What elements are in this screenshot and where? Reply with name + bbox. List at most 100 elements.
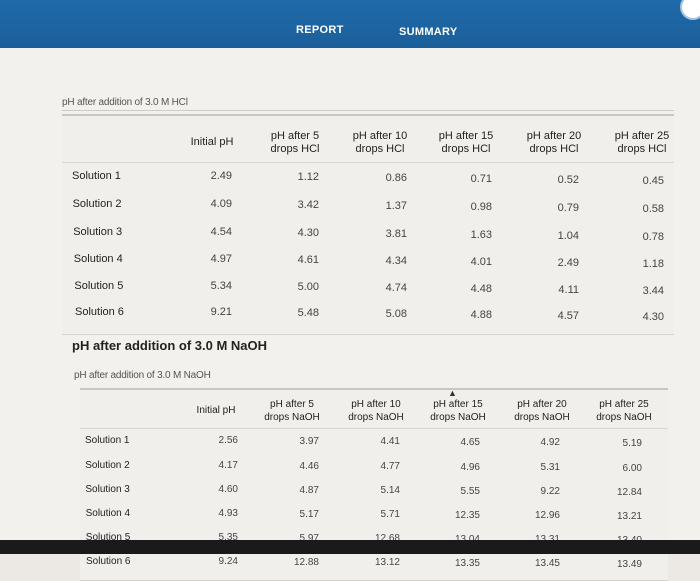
- table-cell: 4.17: [218, 460, 238, 471]
- hcl-table: Initial pH pH after 5 drops HCl pH after 1…: [62, 114, 674, 335]
- table-cell: 0.86: [385, 172, 407, 184]
- table-cell: 2.49: [557, 257, 579, 269]
- table-cell: 5.31: [540, 462, 560, 474]
- table-cell: 4.54: [210, 226, 232, 238]
- table-cell: 4.61: [297, 254, 319, 266]
- table-cell: 4.41: [380, 436, 400, 448]
- table-cell: 4.65: [460, 436, 480, 448]
- table-cell: 4.11: [558, 284, 579, 296]
- table-cell: 1.18: [642, 258, 664, 270]
- table-cell: 5.55: [460, 485, 480, 497]
- column-header: pH after 25 drops HCl: [614, 130, 670, 155]
- row-label: Solution 3: [73, 226, 123, 238]
- hcl-table-caption: pH after addition of 3.0 M HCl: [62, 97, 188, 108]
- column-header: Initial pH: [196, 405, 236, 416]
- table-cell: 5.14: [380, 485, 400, 497]
- table-cell: 4.92: [540, 437, 560, 449]
- report-page: pH after addition of 3.0 M HCl Initial p…: [0, 48, 700, 581]
- table-cell: 4.88: [470, 309, 492, 321]
- table-cell: 4.46: [299, 460, 319, 472]
- column-header: pH after 15 drops HCl: [438, 130, 494, 155]
- naoh-table-caption: pH after addition of 3.0 M NaOH: [74, 370, 211, 381]
- column-header: pH after 10 drops HCl: [352, 130, 408, 155]
- table-cell: 5.17: [299, 508, 319, 520]
- row-label: Solution 6: [86, 556, 131, 567]
- column-header: Initial pH: [190, 136, 234, 148]
- column-header: pH after 5 drops NaOH: [264, 399, 320, 423]
- table-cell: 3.42: [297, 199, 319, 211]
- row-label: Solution 2: [72, 198, 122, 210]
- table-cell: 5.08: [385, 308, 407, 320]
- table-cell: 3.81: [385, 228, 407, 240]
- table-cell: 13.04: [440, 534, 480, 545]
- table-cell: 4.30: [642, 311, 664, 323]
- table-cell: 12.84: [616, 487, 642, 498]
- table-cell: 13.31: [520, 534, 560, 545]
- table-cell: 5.35: [218, 532, 238, 543]
- table-cell: 9.22: [540, 486, 560, 498]
- table-cell: 4.74: [385, 282, 407, 294]
- table-cell: 4.30: [297, 227, 319, 239]
- table-cell: 13.12: [374, 557, 400, 569]
- row-label: Solution 1: [72, 170, 121, 182]
- row-label: Solution 4: [73, 253, 123, 265]
- row-label: Solution 1: [85, 435, 130, 446]
- table-cell: 3.97: [299, 435, 319, 447]
- table-cell: 0.58: [642, 203, 664, 215]
- table-cell: 13.49: [616, 559, 642, 570]
- table-cell: 9.24: [218, 556, 238, 567]
- help-circle-icon[interactable]: [680, 0, 700, 20]
- header-divider: [80, 428, 668, 429]
- table-cell: 5.19: [622, 438, 642, 449]
- naoh-section-heading: pH after addition of 3.0 M NaOH: [72, 338, 268, 353]
- table-cell: 2.49: [210, 170, 232, 182]
- table-cell: 12.96: [534, 510, 560, 522]
- row-label: Solution 2: [85, 460, 130, 471]
- table-cell: 0.98: [470, 201, 492, 213]
- table-cell: 0.52: [557, 174, 579, 186]
- table-cell: 13.45: [534, 558, 560, 570]
- row-label: Solution 5: [74, 280, 124, 292]
- table-cell: 0.79: [557, 202, 579, 214]
- table-cell: 9.21: [210, 306, 232, 318]
- table-cell: 0.45: [642, 175, 664, 187]
- table-cell: 1.63: [470, 229, 492, 241]
- column-header: pH after 20 drops NaOH: [514, 399, 570, 423]
- table-cell: 1.37: [385, 200, 407, 212]
- column-header: pH after 5 drops HCl: [270, 130, 320, 155]
- row-label: Solution 6: [75, 306, 124, 318]
- column-header: pH after 10 drops NaOH: [348, 399, 404, 423]
- table-cell: 5.48: [297, 307, 319, 319]
- table-cell: 12.68: [374, 533, 400, 545]
- tab-report[interactable]: REPORT: [296, 24, 344, 36]
- row-label: Solution 5: [85, 532, 131, 543]
- row-label: Solution 4: [85, 508, 131, 519]
- table-cell: 4.34: [385, 255, 407, 267]
- table-cell: 5.71: [380, 509, 400, 521]
- table-cell: 2.56: [218, 435, 238, 446]
- column-header: pH after 20 drops HCl: [526, 130, 582, 155]
- table-cell: 1.04: [557, 230, 579, 242]
- table-cell: 6.00: [622, 463, 642, 474]
- tab-summary[interactable]: SUMMARY: [399, 26, 458, 38]
- header-divider: [62, 162, 674, 163]
- table-cell: 4.77: [380, 461, 400, 473]
- table-cell: 4.87: [299, 484, 319, 496]
- row-label: Solution 3: [85, 484, 130, 495]
- column-header: pH after 25 drops NaOH: [596, 399, 652, 423]
- table-cell: 12.88: [293, 556, 319, 568]
- table-cell: 13.35: [454, 557, 480, 569]
- table-cell: 3.44: [642, 285, 664, 297]
- table-cell: 4.48: [470, 283, 492, 295]
- table-cell: 4.57: [557, 310, 579, 322]
- table-cell: 5.34: [210, 280, 232, 292]
- table-cell: 0.71: [470, 173, 492, 185]
- table-cell: 4.01: [470, 256, 492, 268]
- bottom-bezel: [0, 540, 700, 554]
- table-cell: 5.97: [299, 532, 319, 544]
- app-header-bar: REPORT SUMMARY: [0, 0, 700, 48]
- table-cell: 4.97: [210, 253, 232, 265]
- table-cell: 13.21: [616, 511, 642, 522]
- table-cell: 4.09: [210, 198, 232, 210]
- table-cell: 12.35: [454, 509, 480, 521]
